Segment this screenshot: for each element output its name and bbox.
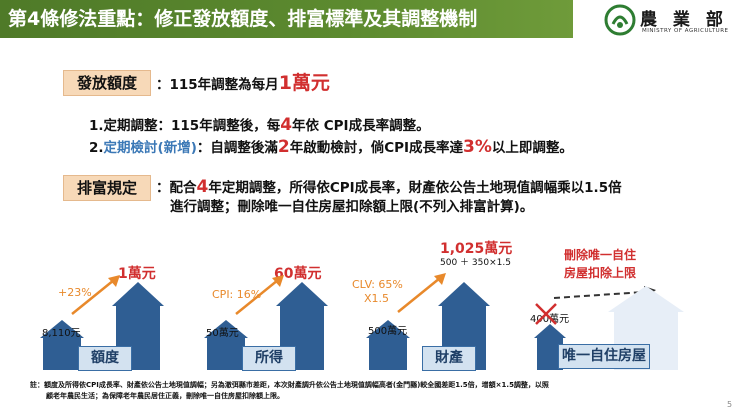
cross-icon xyxy=(535,303,557,325)
wealth-years: 4 xyxy=(196,177,209,197)
review-text-c: 以上即調整。 xyxy=(491,140,573,156)
small-bar-roof xyxy=(40,320,84,338)
figure-property-caption: 財產 xyxy=(422,346,476,371)
figure-payout-after: 1萬元 xyxy=(118,266,156,282)
small-bar xyxy=(43,338,81,370)
footnote-line2: 顧老年農民生活；為保障老年農民居住正義，刪除唯一自住房屋扣除額上限。 xyxy=(46,392,284,400)
small-bar xyxy=(207,338,245,370)
page-title: 第4條修法重點：修正發放額度、排富標準及其調整機制 xyxy=(0,0,573,38)
figure-home-caption: 唯一自住房屋 xyxy=(558,344,650,369)
large-bar-roof xyxy=(276,282,328,306)
figure-property-formula: 500 ＋ 350×1.5 xyxy=(440,258,511,268)
review-text-a: ：自調整後滿 xyxy=(196,140,278,156)
figure-income: 50萬元 60萬元 CPI: 16% 所得 xyxy=(204,258,344,378)
figure-income-after: 60萬元 xyxy=(274,266,322,282)
payout-amount: 1萬元 xyxy=(278,72,330,94)
regular-adjust-years: 4 xyxy=(280,115,293,135)
logo-name: 農 業 部 xyxy=(640,10,728,30)
figure-payout-caption: 額度 xyxy=(78,346,132,371)
regular-adjust-line: 1.定期調整：115年調整後，每4年依 CPI成長率調整。 xyxy=(89,114,430,137)
small-bar-roof xyxy=(366,320,410,338)
payout-label: 發放額度 xyxy=(63,70,151,96)
up-arrow-icon xyxy=(397,273,446,313)
ministry-logo: 農 業 部 MINISTRY OF AGRICULTURE xyxy=(604,4,740,38)
figure-property-multiplier: X1.5 xyxy=(364,292,390,305)
faded-bar-roof xyxy=(608,286,684,312)
regular-adjust-text-b: 年依 CPI成長率調整。 xyxy=(292,118,430,134)
review-text-b: 年啟動檢討，倘CPI成長率達 xyxy=(289,140,464,156)
figure-home-note-line2: 房屋扣除上限 xyxy=(564,266,637,280)
logo-subtitle: MINISTRY OF AGRICULTURE xyxy=(642,28,729,34)
review-index: 2. xyxy=(89,140,104,156)
wealth-text-a: ：配合 xyxy=(156,180,197,196)
page-number: 5 xyxy=(727,400,733,409)
wealth-text-b: 年定期調整，所得依CPI成長率，財產依公告土地現值調幅乘以1.5倍 xyxy=(208,180,622,196)
large-bar-roof xyxy=(438,282,490,306)
regular-adjust-text: 1.定期調整：115年調整後，每 xyxy=(89,118,281,134)
figure-property-before: 500萬元 xyxy=(368,326,408,337)
figure-payout-change: +23% xyxy=(58,286,92,299)
review-years: 2 xyxy=(277,137,290,157)
figure-income-change: CPI: 16% xyxy=(212,288,262,301)
review-term: 定期檢討(新增) xyxy=(103,140,197,156)
up-arrow-icon xyxy=(71,275,120,315)
review-line: 2.定期檢討(新增)：自調整後滿2年啟動檢討，倘CPI成長率達3%以上即調整。 xyxy=(89,136,573,159)
logo-emblem-icon xyxy=(604,4,636,36)
wealth-line2: 進行調整；刪除唯一自住房屋扣除額上限(不列入排富計算)。 xyxy=(170,199,534,215)
figure-home-note-line1: 刪除唯一自住 xyxy=(564,248,637,262)
small-bar xyxy=(369,338,407,370)
figure-property-change: CLV: 65% xyxy=(352,278,403,291)
review-threshold: 3% xyxy=(463,137,492,157)
small-bar-roof xyxy=(204,320,248,338)
figure-home-before: 400萬元 xyxy=(530,314,570,325)
wealth-label: 排富規定 xyxy=(63,175,151,201)
large-bar-roof xyxy=(112,282,164,306)
up-arrow-icon xyxy=(235,275,284,315)
figure-payout-before: 8,110元 xyxy=(42,328,81,339)
payout-summary: ：115年調整為每月1萬元 xyxy=(156,70,330,98)
footnote-line1: 註：額度及所得依CPI成長率、財產依公告土地現值調幅；另為澈弭縣市差距，本次財產… xyxy=(30,381,549,389)
figure-income-caption: 所得 xyxy=(242,346,296,371)
payout-summary-text: ：115年調整為每月 xyxy=(156,77,279,93)
figure-property: 500萬元 1,025萬元 500 ＋ 350×1.5 CLV: 65% X1.… xyxy=(352,238,526,378)
figure-income-before: 50萬元 xyxy=(206,328,239,339)
figure-home: 刪除唯一自住 房屋扣除上限 400萬元 唯一自住房屋 xyxy=(528,246,728,378)
wealth-line1: ：配合4年定期調整，所得依CPI成長率，財產依公告土地現值調幅乘以1.5倍 xyxy=(156,176,622,199)
small-bar-roof xyxy=(534,324,566,338)
figure-payout: 8,110元 1萬元 +23% 額度 xyxy=(40,258,180,378)
figure-property-after: 1,025萬元 xyxy=(440,241,513,257)
